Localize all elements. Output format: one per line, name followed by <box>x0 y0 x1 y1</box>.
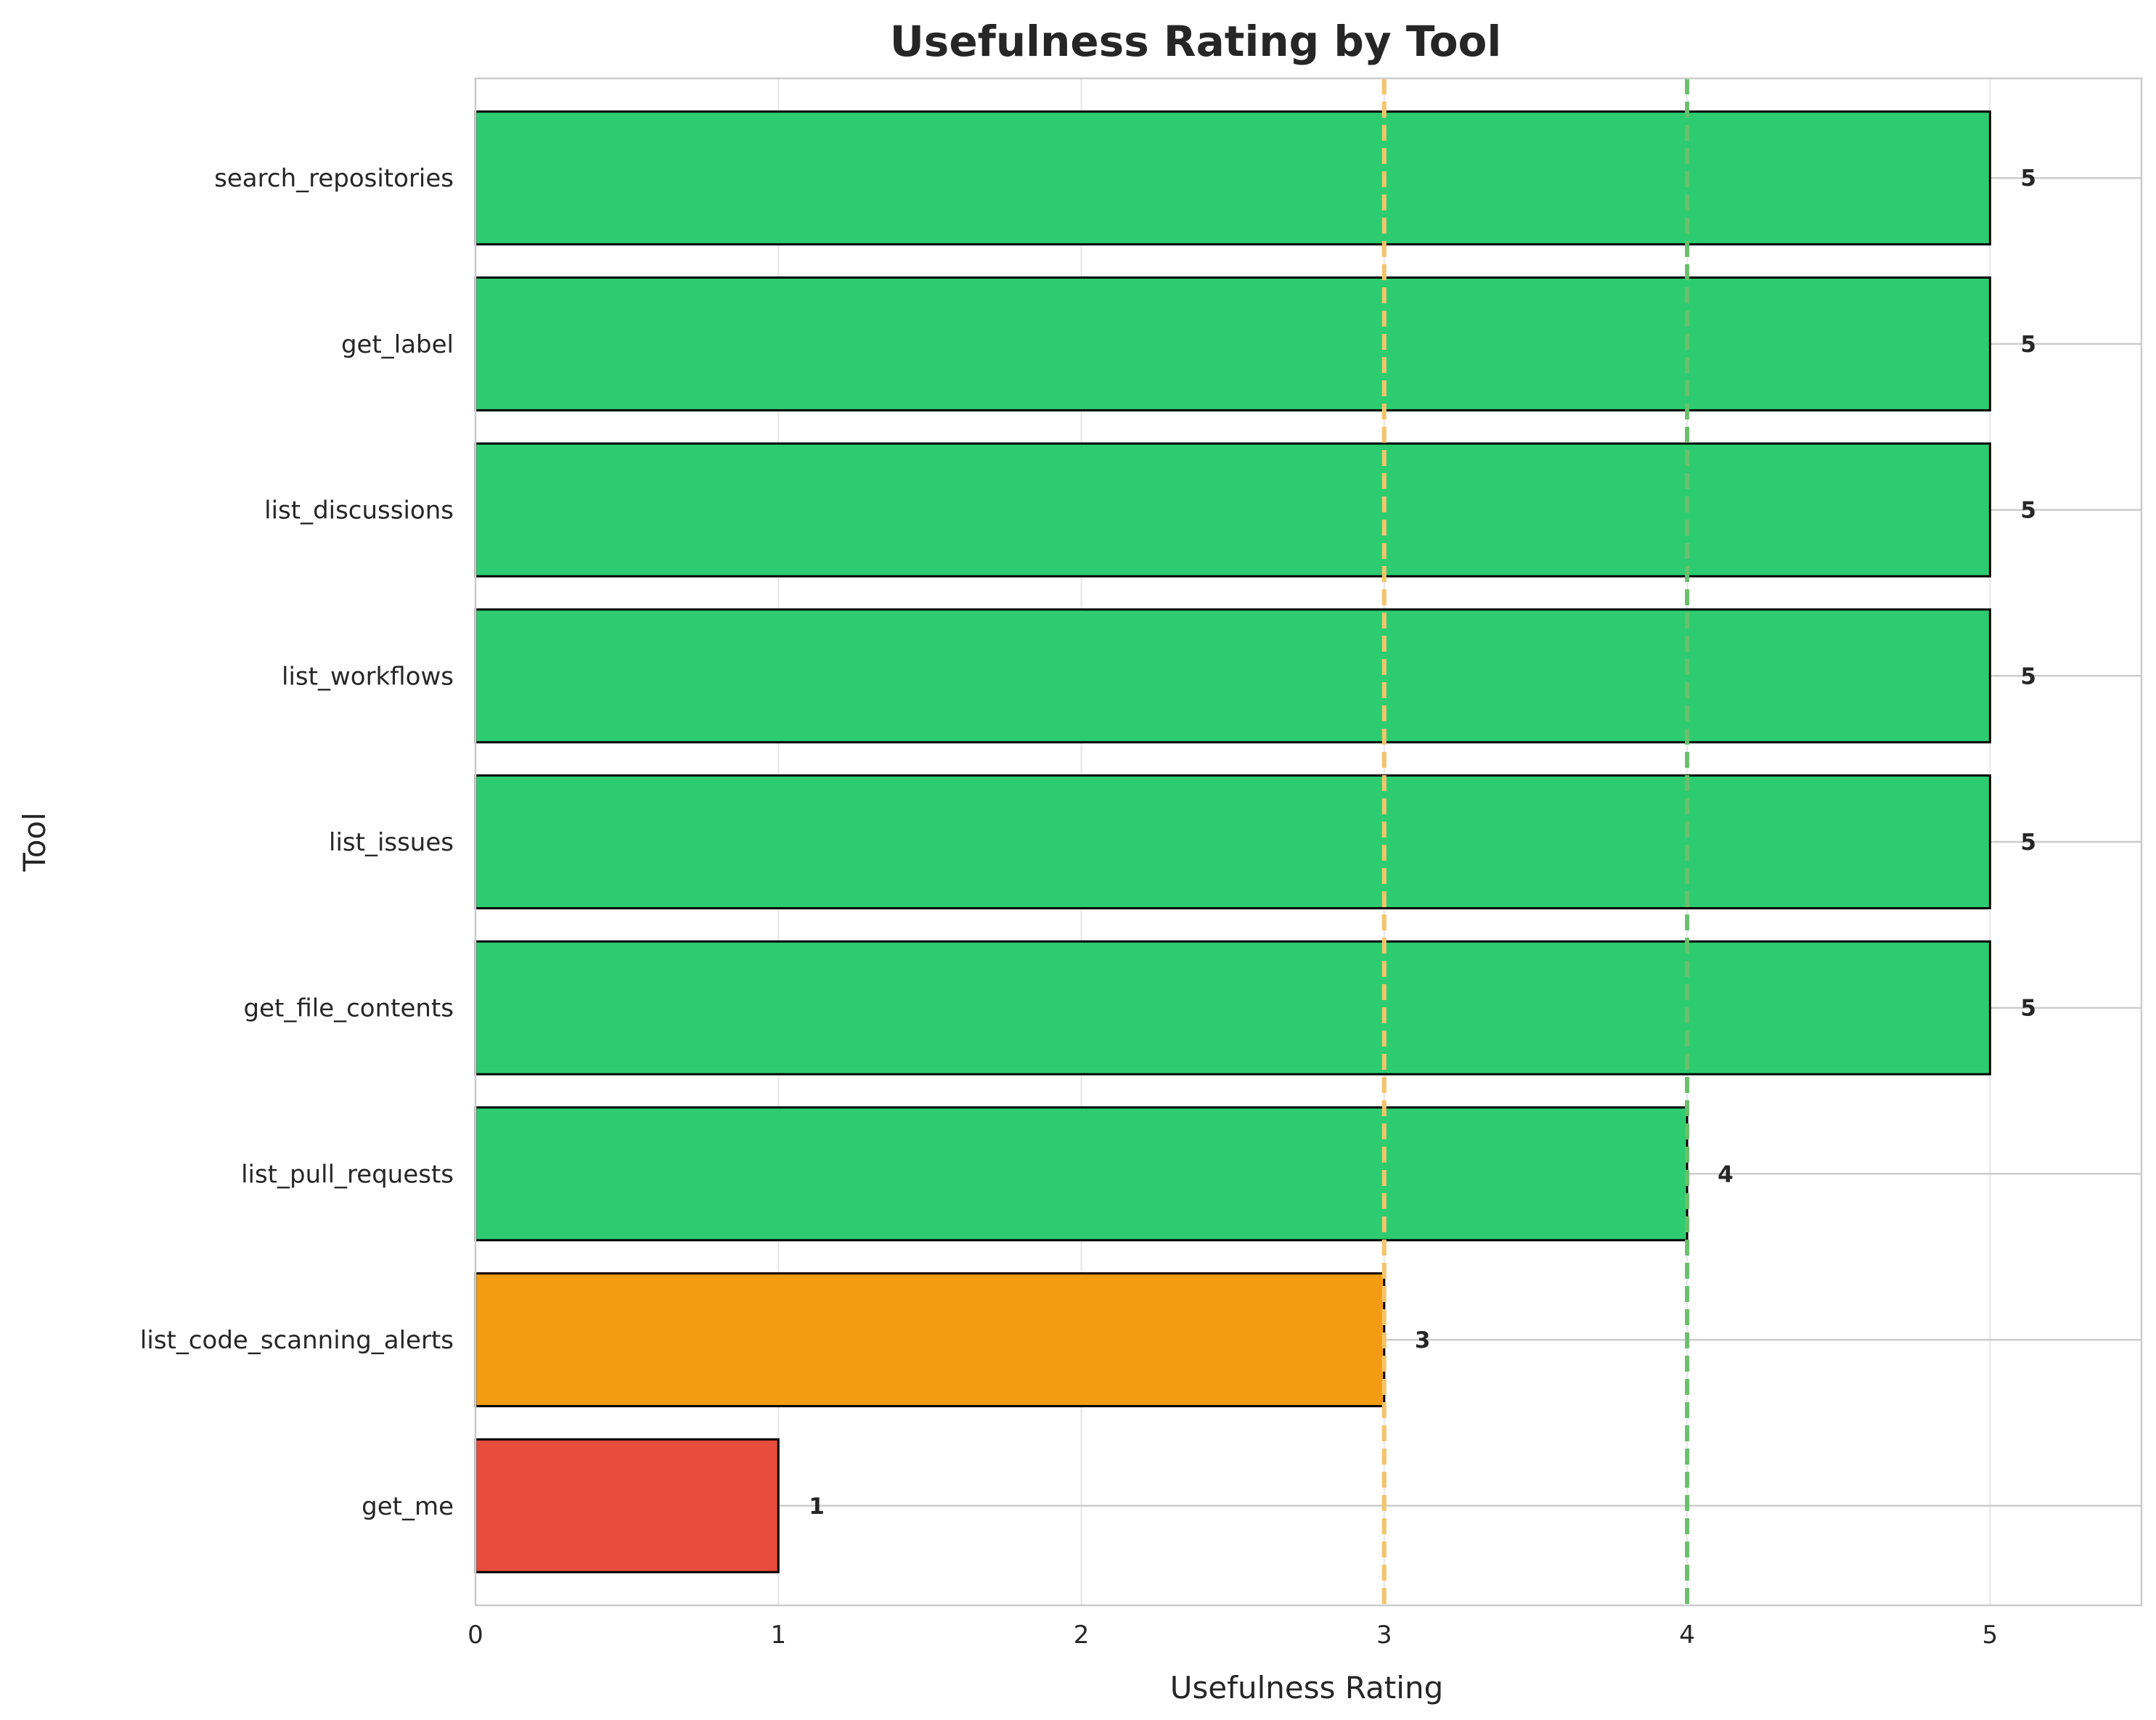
bar-get-me <box>474 1438 780 1573</box>
y-tick-label: list_issues <box>329 828 454 857</box>
y-tick-label: get_file_contents <box>244 994 454 1023</box>
x-tick-label: 3 <box>1376 1621 1392 1650</box>
bar-search-repositories <box>474 110 1991 246</box>
bar-get-file-contents <box>474 940 1991 1076</box>
value-label: 5 <box>2020 996 2036 1022</box>
y-tick-label: get_me <box>362 1492 454 1521</box>
value-label: 5 <box>2020 663 2036 689</box>
value-label: 5 <box>2020 332 2036 358</box>
y-tick-label: get_label <box>341 330 454 359</box>
bar-list-code-scanning-alerts <box>474 1272 1386 1408</box>
bar-get-label <box>474 276 1991 411</box>
y-tick-label: list_workflows <box>282 662 454 691</box>
x-tick-label: 5 <box>1983 1621 1998 1650</box>
y-tick-label: list_pull_requests <box>241 1160 454 1189</box>
x-tick-label: 1 <box>770 1621 786 1650</box>
value-label: 5 <box>2020 498 2036 524</box>
x-tick-label: 0 <box>467 1621 483 1650</box>
labels-layer: 5 5 5 5 5 5 4 3 1 <box>809 165 2036 1520</box>
bar-list-discussions <box>474 442 1991 578</box>
x-tick-label: 4 <box>1679 1621 1695 1650</box>
bar-list-pull-requests <box>474 1106 1689 1242</box>
x-tick-label: 2 <box>1074 1621 1090 1650</box>
x-axis-label: Usefulness Rating <box>1170 1670 1444 1705</box>
y-axis-label: Tool <box>17 812 52 872</box>
bars-layer <box>474 110 1991 1573</box>
plot-area-frame <box>474 77 2143 1607</box>
y-tick-label: list_code_scanning_alerts <box>140 1326 454 1355</box>
bar-list-workflows <box>474 608 1991 744</box>
y-tick-label: search_repositories <box>214 164 454 193</box>
ticks-layer: 0 1 2 3 4 5 search_repositories get_label list_d… <box>140 164 1998 1650</box>
y-tick-label: list_discussions <box>264 496 454 525</box>
bar-list-issues <box>474 774 1991 909</box>
value-label: 5 <box>2020 165 2036 192</box>
value-label: 4 <box>1718 1161 1734 1187</box>
value-label: 5 <box>2020 830 2036 856</box>
chart-title: Usefulness Rating by Tool <box>890 17 1502 66</box>
value-label: 3 <box>1415 1327 1431 1354</box>
value-label: 1 <box>809 1494 825 1520</box>
